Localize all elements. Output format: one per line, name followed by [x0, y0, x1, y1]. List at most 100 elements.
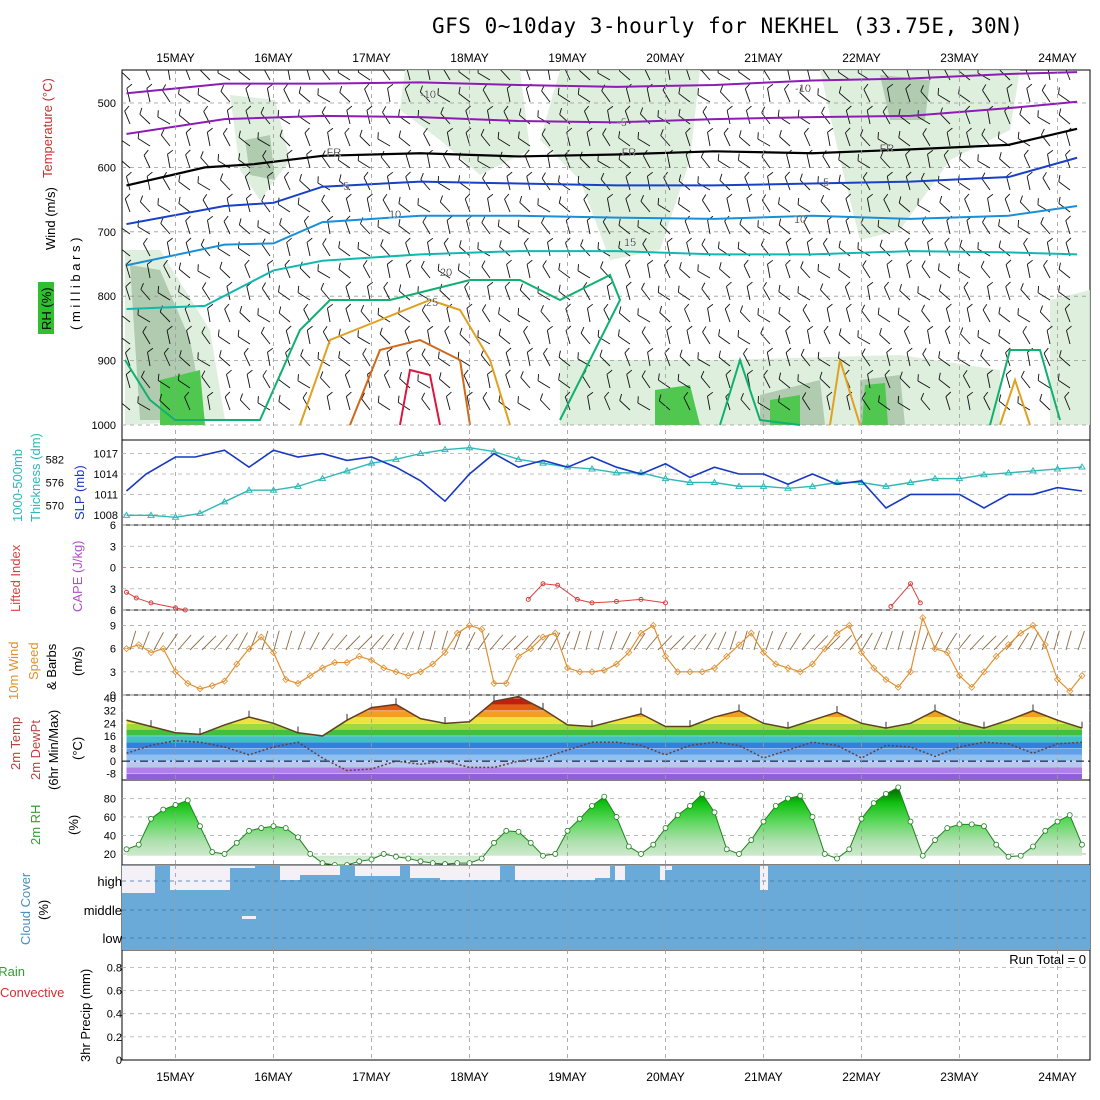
wind-barb-flag [725, 369, 732, 375]
wind-barb-flag [658, 394, 662, 402]
wind-barb [977, 242, 991, 257]
wind-barb [746, 281, 753, 301]
wind-barb-shaft [421, 310, 431, 323]
wind-barb-shaft [517, 314, 531, 323]
wind-barb-flag [437, 263, 440, 271]
wind-barb-flag [547, 237, 554, 243]
wind-barb-shaft [820, 289, 831, 301]
wind-barb [366, 105, 373, 125]
wind-barb [442, 70, 451, 81]
wind-barb-flag [762, 282, 767, 289]
wind-barb-flag [245, 105, 252, 111]
wind-barb [800, 348, 811, 367]
wind-barb [525, 83, 532, 103]
wind-barb [802, 392, 811, 411]
isotherm-low [829, 359, 861, 426]
wind-barb-shaft [246, 374, 251, 389]
wind-barb [266, 83, 274, 103]
cloud-gap-middle [242, 916, 256, 919]
wind-barb [377, 395, 391, 411]
wind-barb-flag [867, 369, 874, 375]
wind-barb-flag [124, 105, 130, 112]
temp-tick-label: 0 [110, 756, 116, 768]
wind-barb-flag [920, 392, 925, 400]
wind-barb-flag [267, 347, 274, 353]
surface-wind-barb [609, 631, 618, 651]
wind-barb-flag [618, 329, 620, 337]
wind-barb [740, 393, 751, 411]
wind-barb-flag [226, 281, 233, 287]
wind-barb-flag [466, 303, 473, 309]
wind-barb-flag [982, 84, 987, 91]
wind-barb-flag [618, 131, 621, 138]
wind-barb [558, 284, 571, 301]
wind-barb [641, 282, 651, 301]
rh-point [821, 851, 828, 857]
wind-barb-shaft [817, 270, 831, 279]
wind-barb [122, 400, 131, 411]
wind-barb [363, 171, 371, 191]
wind-barb [618, 329, 631, 345]
wind-barb [361, 392, 371, 411]
wind-barb [577, 264, 591, 279]
precip-axis-title: 3hr Precip (mm) [78, 969, 93, 1062]
wind-barb-shaft [845, 198, 851, 213]
wind-barb-shaft [140, 289, 151, 301]
wind-barb-flag [458, 70, 461, 72]
wind-barb-shaft [238, 136, 251, 147]
wind-barb-shaft [380, 245, 391, 257]
wind-barb-flag [487, 105, 494, 111]
wind-barb [477, 242, 491, 257]
wind-barb-shaft [426, 154, 431, 169]
wind-barb-shaft [806, 70, 811, 81]
wind-barb [359, 129, 371, 147]
wind-barb-flag [1005, 347, 1011, 354]
wind-barb-flag [744, 83, 751, 90]
wind-barb [178, 87, 191, 103]
wind-speed-point [171, 668, 180, 676]
wind-barb-flag [717, 70, 720, 73]
surface-barb-shaft [945, 632, 958, 651]
thickness-point [980, 470, 988, 478]
wind-barb [300, 349, 311, 367]
wind-barb-flag [125, 369, 132, 375]
wind-barb [739, 305, 751, 323]
isotherm-low [989, 349, 1061, 426]
wind-barb-shaft [257, 402, 271, 411]
wind-barb [126, 83, 133, 103]
wind-barb [738, 70, 751, 81]
wind-barb [1058, 196, 1071, 213]
wind-barb-flag [1058, 262, 1061, 270]
wind-barb [139, 107, 151, 125]
millibars-axis-title: ( m i l l i b a r s ) [68, 238, 83, 330]
precip-tick-label: 0.6 [107, 986, 122, 998]
wind-barb-flag [361, 392, 365, 400]
wind-barb-shaft [922, 133, 931, 147]
wind-barb-shaft [405, 176, 411, 191]
wind-barb [844, 127, 851, 147]
wind-barb-shaft [966, 132, 971, 147]
wind-barb-flag [998, 219, 1001, 226]
surface-barb-shaft [993, 635, 1009, 651]
wind-barb-shaft [1021, 376, 1031, 389]
wind-barb-flag [778, 395, 781, 403]
wind-barb-flag [660, 129, 664, 136]
pressure-tick-label: 700 [98, 227, 116, 239]
wind-barb-shaft [778, 401, 791, 411]
wind-barb-shaft [224, 396, 231, 411]
wind-barb [405, 237, 411, 257]
surface-barb-shaft [213, 634, 228, 651]
wind-barb-flag [744, 171, 750, 178]
wind-barb-shaft [124, 198, 131, 213]
wind-barb [1017, 219, 1031, 235]
wind-barb-shaft [579, 157, 591, 169]
wind-barb-shaft [298, 92, 311, 103]
lifted-index-point [908, 581, 913, 587]
temp-tick-label: 24 [104, 718, 116, 730]
wind-barb [387, 83, 394, 103]
wind-barb-flag [207, 303, 214, 309]
wind-barb-flag [626, 281, 632, 287]
wind-barb-flag [405, 171, 411, 177]
wind-barb-shaft [558, 291, 571, 301]
wind-barb-flag [283, 83, 289, 90]
